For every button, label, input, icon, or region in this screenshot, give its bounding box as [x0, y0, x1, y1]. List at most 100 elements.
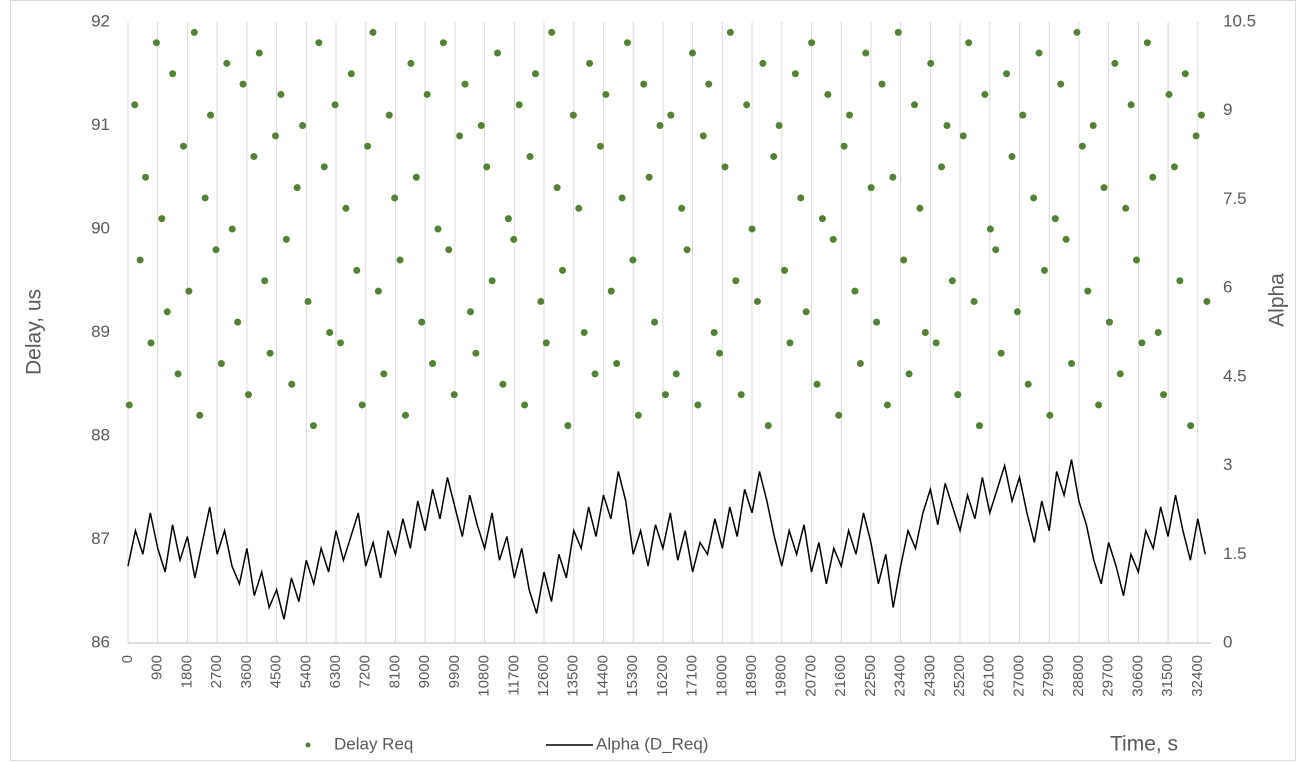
x-tick-label: 27900	[1040, 655, 1057, 697]
x-tick-label: 29700	[1100, 655, 1117, 697]
scatter-point	[894, 28, 902, 36]
scatter-point	[1192, 132, 1200, 140]
y2-tick-label: 6	[1223, 278, 1232, 297]
scatter-point	[889, 173, 897, 181]
x-tick-label: 16200	[654, 655, 671, 697]
scatter-point	[239, 80, 247, 88]
scatter-point	[326, 329, 334, 336]
scatter-point	[580, 329, 588, 336]
scatter-point	[1084, 287, 1092, 295]
y2-tick-label: 0	[1223, 632, 1232, 651]
scatter-point	[808, 39, 816, 47]
scatter-point	[873, 318, 881, 326]
scatter-point	[342, 204, 350, 212]
scatter-point	[439, 39, 447, 47]
scatter-point	[304, 297, 312, 305]
y2-tick-label: 10.5	[1223, 11, 1256, 30]
scatter-point	[678, 204, 686, 212]
scatter-point	[1105, 318, 1113, 326]
scatter-point	[559, 266, 567, 274]
scatter-point	[661, 391, 669, 399]
scatter-point	[975, 422, 983, 430]
y-axis-title: Delay, us	[23, 289, 46, 375]
scatter-point	[878, 80, 886, 88]
scatter-point	[710, 329, 718, 336]
scatter-point	[743, 101, 751, 109]
scatter-point	[531, 70, 539, 78]
scatter-point	[753, 297, 761, 305]
x-tick-label: 18900	[743, 655, 760, 697]
scatter-point	[207, 111, 215, 119]
scatter-point	[1122, 204, 1130, 212]
x-tick-label: 14400	[594, 655, 611, 697]
legend-label: Delay Req	[334, 734, 413, 753]
x-tick-label: 17100	[684, 655, 701, 697]
scatter-point	[970, 297, 978, 305]
scatter-point	[1024, 380, 1032, 388]
scatter-point	[986, 225, 994, 233]
scatter-point	[223, 59, 231, 67]
y2-tick-label: 9	[1223, 100, 1232, 119]
chart-frame	[10, 0, 1296, 761]
x-tick-label: 24300	[921, 655, 938, 697]
scatter-point	[726, 28, 734, 36]
scatter-point	[575, 204, 583, 212]
scatter-point	[883, 401, 891, 409]
scatter-point	[586, 59, 594, 67]
x-tick-label: 31500	[1159, 655, 1176, 697]
scatter-point	[309, 422, 317, 430]
legend-label: Alpha (D_Req)	[596, 734, 708, 753]
scatter-point	[640, 80, 648, 88]
scatter-point	[445, 246, 453, 254]
scatter-point	[488, 277, 496, 285]
scatter-point	[737, 391, 745, 399]
x-tick-label: 13500	[565, 655, 582, 697]
scatter-point	[337, 339, 345, 347]
legend-marker	[305, 742, 311, 748]
scatter-point	[152, 39, 160, 47]
scatter-point	[954, 391, 962, 399]
scatter-point	[272, 132, 280, 140]
scatter-point	[748, 225, 756, 233]
scatter-point	[423, 90, 431, 98]
scatter-point	[624, 39, 632, 47]
scatter-point	[358, 401, 366, 409]
scatter-point	[1160, 391, 1168, 399]
y-tick-label: 92	[91, 11, 110, 30]
scatter-point	[185, 287, 193, 295]
scatter-point	[1170, 163, 1178, 171]
y2-tick-label: 4.5	[1223, 366, 1247, 385]
x-tick-label: 12600	[535, 655, 552, 697]
scatter-point	[992, 246, 1000, 254]
scatter-point	[364, 142, 372, 150]
y2-tick-label: 1.5	[1223, 544, 1247, 563]
scatter-point	[965, 39, 973, 47]
scatter-point	[228, 225, 236, 233]
scatter-point	[1035, 49, 1043, 57]
scatter-point	[683, 246, 691, 254]
scatter-point	[196, 411, 204, 419]
scatter-point	[125, 401, 133, 409]
y2-tick-label: 3	[1223, 455, 1232, 474]
scatter-point	[261, 277, 269, 285]
scatter-point	[775, 122, 783, 129]
scatter-series	[125, 28, 1211, 430]
scatter-point	[948, 277, 956, 285]
scatter-point	[1165, 90, 1173, 98]
scatter-point	[602, 90, 610, 98]
scatter-point	[791, 70, 799, 78]
scatter-point	[266, 349, 274, 357]
scatter-point	[1019, 111, 1027, 119]
scatter-point	[591, 370, 599, 378]
x-tick-label: 7200	[357, 655, 374, 688]
scatter-point	[932, 339, 940, 347]
scatter-point	[1089, 122, 1097, 129]
scatter-point	[542, 339, 550, 347]
scatter-point	[781, 266, 789, 274]
scatter-point	[1062, 235, 1070, 243]
scatter-point	[1073, 28, 1081, 36]
scatter-point	[797, 194, 805, 202]
scatter-point	[607, 287, 615, 295]
x-tick-label: 18000	[713, 655, 730, 697]
